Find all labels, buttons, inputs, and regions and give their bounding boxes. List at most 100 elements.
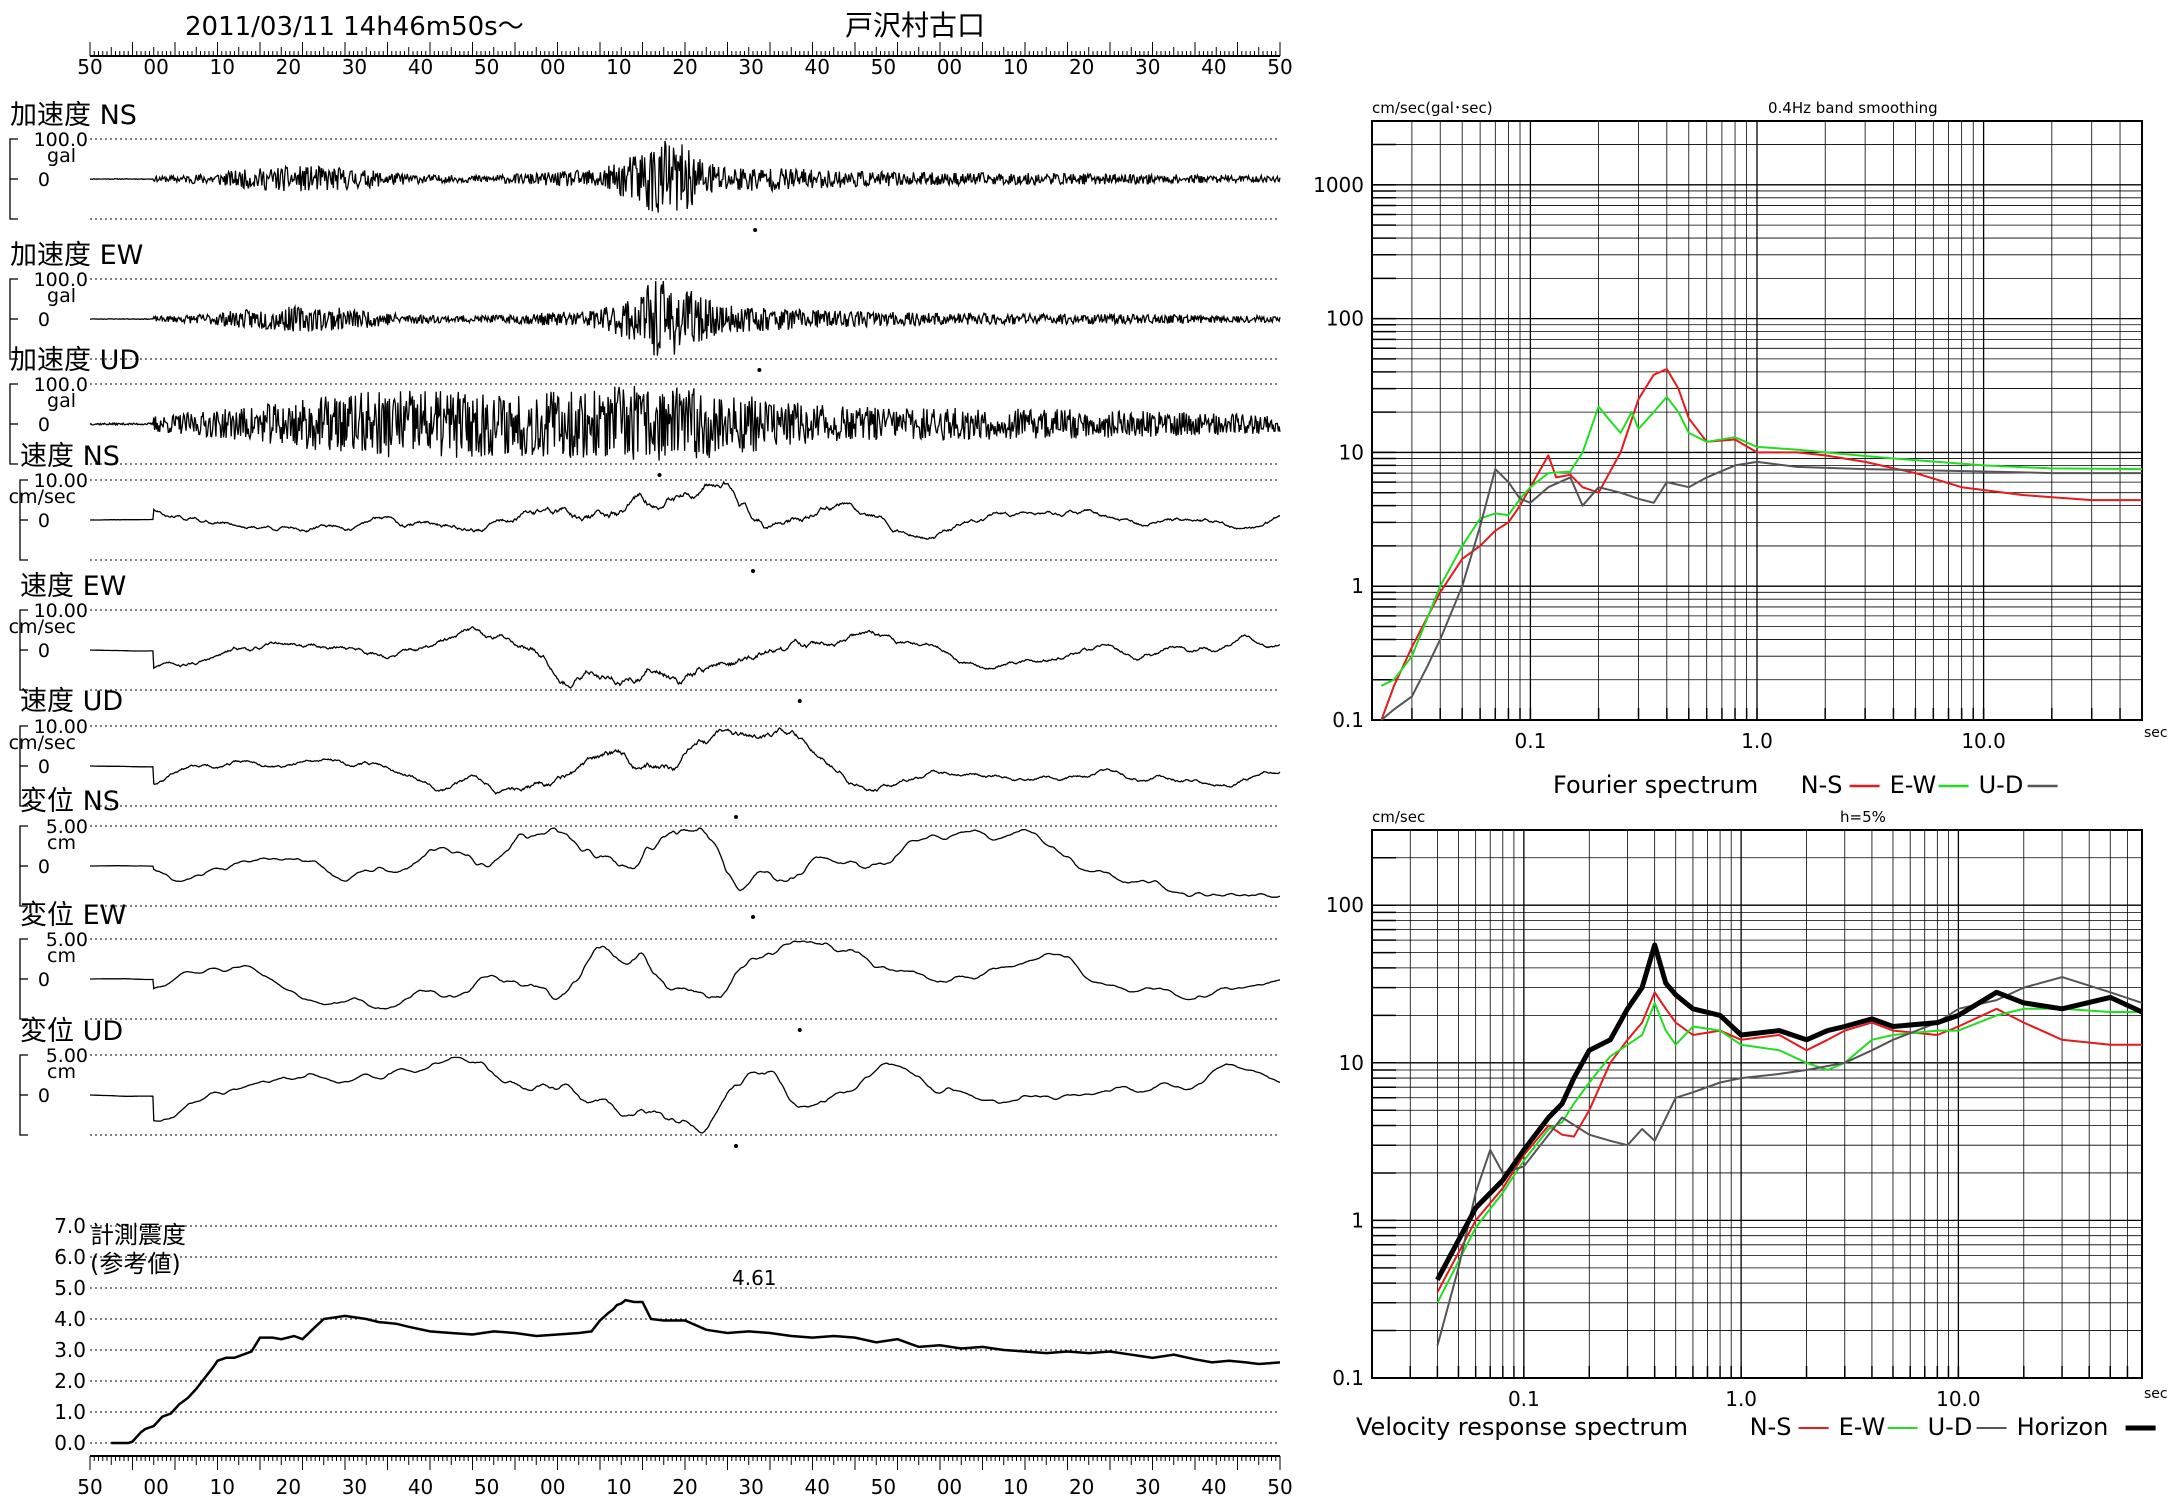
waveform-title: 変位 EW	[20, 900, 126, 931]
top-time-axis-tick-label: 50	[1267, 55, 1292, 79]
velresp-legend: Velocity response spectrum N-S E-W U-D Horiz…	[1356, 1413, 2156, 1441]
bottom-time-axis-tick-label: 30	[1135, 1475, 1160, 1499]
fourier-series-e-w	[1380, 395, 2143, 687]
top-time-axis-tick-label: 30	[738, 55, 763, 79]
bottom-time-axis-tick-label: 30	[342, 1475, 367, 1499]
velocity-response-chart: cm/sec h=5% sec 0.1 1.0 10.0 0.1 1 10 100 Veloc…	[1326, 808, 2168, 1441]
fourier-ylabel: cm/sec(gal･sec)	[1372, 99, 1493, 117]
fourier-xtick-label: 10.0	[1961, 729, 2006, 753]
waveform-title: 速度 UD	[20, 686, 123, 717]
bottom-time-axis-tick-label: 10	[209, 1475, 234, 1499]
waveform-zero-label: 0	[38, 856, 50, 878]
bottom-time-axis-tick-label: 00	[540, 1475, 565, 1499]
top-time-axis-tick-label: 20	[672, 55, 697, 79]
fourier-legend-series-name: N-S	[1801, 771, 1843, 799]
velresp-ylabel: cm/sec	[1372, 808, 1425, 826]
fourier-legend-series-name: U-D	[1979, 771, 2024, 799]
intensity-chart: 計測震度 (参考値) 4.61 0.0 1.0 2.0 3.0 4.0 5.0 6.0 7.0…	[54, 1214, 1293, 1499]
top-time-axis-tick-label: 30	[1135, 55, 1160, 79]
fourier-ytick-label: 1	[1351, 574, 1364, 598]
bottom-time-axis-tick-label: 50	[77, 1475, 102, 1499]
top-time-axis-tick-label: 00	[540, 55, 565, 79]
top-time-axis-tick-label: 40	[408, 55, 433, 79]
fourier-xtick-label: 1.0	[1741, 729, 1773, 753]
bottom-time-axis-tick-label: 50	[871, 1475, 896, 1499]
top-time-axis-tick-label: 50	[77, 55, 102, 79]
waveform-scale-label: 100.0	[34, 374, 88, 396]
waveform-zero-label: 0	[38, 510, 50, 532]
fourier-series-n-s	[1380, 368, 2142, 721]
waveform-title: 加速度 EW	[10, 240, 143, 271]
velresp-legend-series-name: E-W	[1839, 1413, 1886, 1441]
velresp-ytick-label: 0.1	[1332, 1366, 1364, 1390]
waveform-scale-label: 100.0	[34, 129, 88, 151]
bottom-time-axis-tick-label: 10	[1003, 1475, 1028, 1499]
velresp-series-n-s	[1436, 991, 2142, 1293]
top-time-axis-tick-label: 40	[1201, 55, 1226, 79]
velresp-title: h=5%	[1840, 808, 1886, 826]
waveform-peak-marker	[797, 699, 802, 703]
waveform-scale-label: 10.00	[34, 716, 88, 738]
waveform-title: 変位 UD	[20, 1016, 123, 1047]
waveform-zero-label: 0	[38, 414, 50, 436]
velresp-xtick-label: 10.0	[1936, 1387, 1981, 1411]
intensity-tick-label: 2.0	[54, 1369, 86, 1393]
waveform-zero-label: 0	[38, 969, 50, 991]
waveform-peak-marker	[797, 1028, 802, 1032]
fourier-legend-series-name: E-W	[1890, 771, 1937, 799]
intensity-peak-label: 4.61	[732, 1266, 777, 1290]
waveform-scale-label: 5.00	[46, 816, 88, 838]
top-time-axis-tick-label: 10	[606, 55, 631, 79]
fourier-ytick-label: 10	[1339, 440, 1364, 464]
velresp-series-e-w	[1436, 1001, 2142, 1304]
waveform-trace	[89, 280, 1281, 356]
intensity-tick-label: 6.0	[54, 1245, 86, 1269]
waveform-peak-marker	[753, 228, 758, 232]
waveform-scale-label: 10.00	[34, 600, 88, 622]
top-time-axis-tick-label: 00	[937, 55, 962, 79]
velresp-xtick-label: 1.0	[1725, 1387, 1757, 1411]
fourier-series-u-d	[1380, 460, 2142, 721]
waveform-trace	[90, 1056, 1281, 1134]
velresp-xlabel: sec	[2144, 1386, 2168, 1402]
waveform-unit-label: cm	[47, 945, 76, 967]
velresp-legend-series-name: N-S	[1750, 1413, 1792, 1441]
waveform-unit-label: cm	[47, 832, 76, 854]
waveform-unit-label: gal	[47, 390, 76, 412]
waveform-trace	[90, 827, 1280, 898]
waveform-unit-label: gal	[47, 285, 76, 307]
waveform-unit-label: gal	[47, 145, 76, 167]
waveform-trace	[90, 727, 1281, 795]
bottom-time-axis-tick-label: 50	[1267, 1475, 1292, 1499]
waveform-trace	[90, 480, 1281, 540]
velresp-ytick-label: 1	[1351, 1208, 1364, 1232]
waveform-peak-marker	[757, 368, 762, 372]
fourier-xtick-label: 0.1	[1514, 729, 1546, 753]
top-time-axis-tick-label: 10	[209, 55, 234, 79]
intensity-tick-label: 5.0	[54, 1276, 86, 1300]
waveform-title: 速度 NS	[20, 441, 120, 472]
bottom-time-axis-tick-label: 00	[143, 1475, 168, 1499]
bottom-time-axis-tick-label: 10	[606, 1475, 631, 1499]
velresp-series-horizon	[1435, 942, 2144, 1281]
intensity-trace	[111, 1298, 1281, 1445]
top-time-axis-tick-label: 40	[804, 55, 829, 79]
fourier-legend-label: Fourier spectrum	[1553, 771, 1758, 799]
intensity-tick-label: 1.0	[54, 1400, 86, 1424]
waveform-scale-label: 100.0	[34, 269, 88, 291]
top-time-axis-tick-label: 20	[276, 55, 301, 79]
record-datetime: 2011/03/11 14h46m50s～	[185, 12, 524, 42]
bottom-time-axis-tick-label: 20	[672, 1475, 697, 1499]
intensity-tick-label: 4.0	[54, 1307, 86, 1331]
velresp-legend-series-name: U-D	[1928, 1413, 1973, 1441]
top-time-axis-tick-label: 30	[342, 55, 367, 79]
waveform-peak-marker	[734, 815, 738, 819]
fourier-ytick-label: 0.1	[1332, 708, 1364, 732]
velresp-legend-series-name: Horizon	[2017, 1413, 2109, 1441]
waveform-scale-label: 5.00	[46, 1045, 88, 1067]
